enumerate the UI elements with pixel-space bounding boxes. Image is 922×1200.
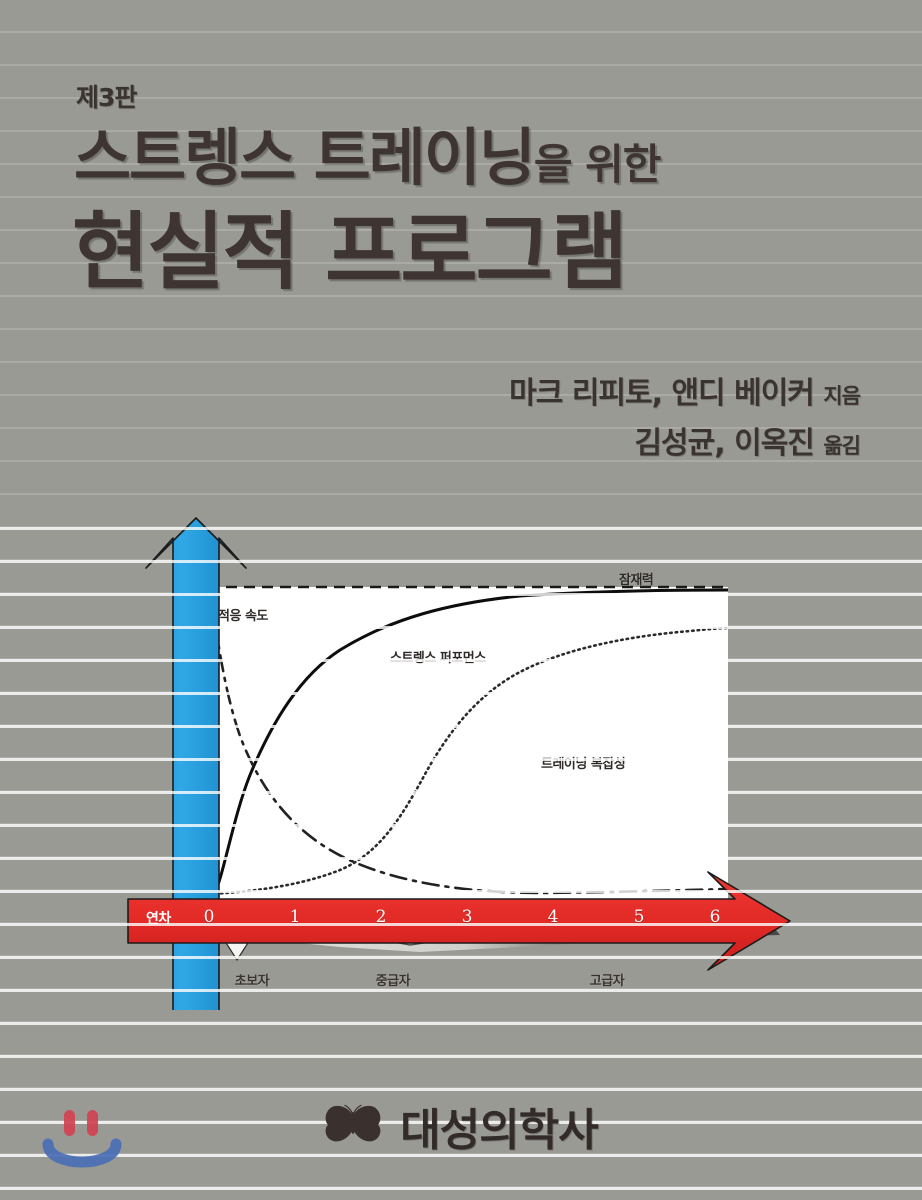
translators-line: 김성균, 이옥진 옮김	[634, 418, 861, 462]
stage-label-intermediate: 중급자	[375, 974, 411, 989]
stage-label-beginner: 초보자	[234, 974, 270, 989]
publisher-name: 대성의학사	[400, 1105, 598, 1156]
training-progression-chart: 잠재력 적응 속도 스트렝스 퍼포먼스 트레이닝 복잡성 연차 0 1 2 3 …	[0, 490, 922, 1010]
authors-line: 마크 리피토, 앤디 베이커 지음	[509, 368, 861, 412]
label-adaptation-rate: 적응 속도	[218, 609, 268, 624]
x-tick-0: 0	[203, 907, 215, 927]
author-role-label: 지음	[823, 384, 861, 408]
x-tick-3: 3	[461, 907, 473, 927]
book-title-line2: 현실적 프로그램	[72, 203, 628, 301]
chart-graphics	[127, 517, 791, 1010]
x-tick-5: 5	[633, 907, 645, 927]
label-training-complexity: 트레이닝 복잡성	[541, 757, 626, 772]
author-names: 마크 리피토, 앤디 베이커	[509, 376, 815, 411]
x-axis-title: 연차	[146, 911, 171, 927]
x-tick-4: 4	[547, 907, 559, 927]
label-strength-performance: 스트렝스 퍼포먼스	[390, 651, 486, 666]
title-main-text: 스트렝스 트레이닝	[74, 121, 536, 194]
translator-names: 김성균, 이옥진	[634, 426, 814, 461]
x-tick-6: 6	[709, 907, 721, 927]
x-tick-1: 1	[289, 907, 301, 927]
butterfly-icon	[325, 1104, 381, 1142]
title-suffix-text: 을 위한	[533, 140, 662, 189]
curve-group	[208, 588, 728, 897]
label-potential: 잠재력	[619, 573, 654, 588]
book-title-line1: 스트렝스 트레이닝을 위한	[74, 127, 874, 189]
translator-role-label: 옮김	[823, 434, 861, 458]
training-complexity-curve	[208, 626, 728, 896]
stage-label-advanced: 고급자	[589, 974, 625, 989]
smiley-face-icon	[42, 1110, 122, 1168]
x-tick-2: 2	[375, 907, 387, 927]
publisher-block: 대성의학사	[0, 1094, 922, 1158]
edition-label: 제3판	[76, 83, 137, 112]
